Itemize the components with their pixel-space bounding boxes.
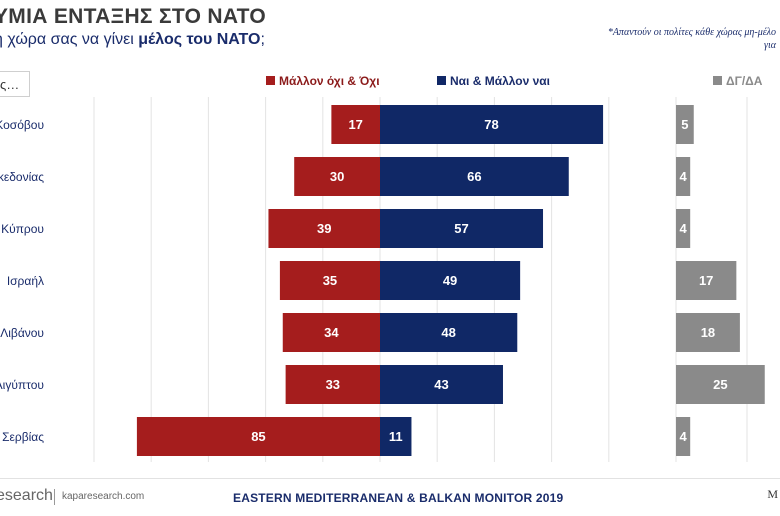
bar-negative-label: 30 xyxy=(330,169,344,184)
bar-positive-label: 57 xyxy=(454,221,468,236)
bar-negative xyxy=(279,261,380,300)
bar-negative-label: 35 xyxy=(323,273,337,288)
bar-dont-know-label: 18 xyxy=(701,325,715,340)
country-label-box: ς… xyxy=(0,71,30,97)
bar-negative xyxy=(294,157,380,196)
bar-dont-know-label: 17 xyxy=(699,273,713,288)
bar-positive-label: 49 xyxy=(443,273,457,288)
category-label: Κοσόβου xyxy=(0,118,44,132)
bar-positive xyxy=(380,313,518,352)
bar-positive xyxy=(380,105,604,144)
footer-right-mark: M xyxy=(767,487,778,501)
bar-positive xyxy=(380,261,521,300)
respondent-note: *Απαντούν οι πολίτες κάθε χώρας μη-μέλο … xyxy=(608,26,776,52)
bar-dont-know xyxy=(676,313,740,352)
bar-positive xyxy=(380,365,503,404)
note-line-1: *Απαντούν οι πολίτες κάθε χώρας μη-μέλο xyxy=(607,27,776,38)
legend-positive-swatch xyxy=(437,76,446,85)
diverging-bar-chart: 17 78 5 30 66 4 39 57 4 35 49 17 34 48 18 33 43 25 85 11 4 Κ… xyxy=(0,97,765,462)
legend-dk-label: ΔΓ/ΔΑ xyxy=(726,74,763,88)
category-label: Αιγύπτου xyxy=(0,378,44,392)
legend-negative-swatch xyxy=(266,76,275,85)
bar-positive xyxy=(380,157,569,196)
note-line-2: για xyxy=(764,40,776,51)
bar-dont-know-label: 4 xyxy=(679,169,687,184)
bar-dont-know xyxy=(676,417,691,456)
subtitle-text: η χώρα σας να γίνει xyxy=(0,31,139,48)
bar-negative xyxy=(268,209,380,248)
bar-positive-label: 78 xyxy=(484,117,498,132)
subtitle-end: ; xyxy=(260,31,265,48)
legend-positive-label: Ναι & Μάλλον ναι xyxy=(450,74,551,88)
legend-positive: Ναι & Μάλλον ναι xyxy=(437,74,550,88)
bar-dont-know-label: 4 xyxy=(679,429,687,444)
bar-negative-label: 39 xyxy=(317,221,331,236)
footer-brand: esearch xyxy=(0,487,53,504)
bar-dont-know-label: 25 xyxy=(713,377,727,392)
subtitle-emphasis: μέλος του ΝΑΤΟ xyxy=(138,31,261,48)
legend-dont-know: ΔΓ/ΔΑ xyxy=(713,74,762,88)
bar-negative xyxy=(282,313,380,352)
bar-positive xyxy=(380,417,412,456)
bar-negative-label: 34 xyxy=(324,325,339,340)
bar-negative xyxy=(136,417,380,456)
bar-dont-know xyxy=(676,365,765,404)
bar-positive-label: 11 xyxy=(389,429,403,444)
legend-dk-swatch xyxy=(713,76,722,85)
category-label: Λιβάνου xyxy=(0,326,44,340)
bar-negative-label: 17 xyxy=(348,117,362,132)
bar-negative xyxy=(331,105,380,144)
bar-dont-know xyxy=(676,157,691,196)
footer-separator xyxy=(54,489,55,505)
bar-positive-label: 66 xyxy=(467,169,481,184)
category-label: Σερβίας xyxy=(2,430,44,444)
footer-divider xyxy=(0,478,780,479)
bar-dont-know xyxy=(676,209,691,248)
legend-negative-label: Μάλλον όχι & Όχι xyxy=(279,74,380,88)
bar-negative-label: 85 xyxy=(251,429,265,444)
bar-dont-know xyxy=(676,261,737,300)
bar-positive xyxy=(380,209,544,248)
bar-positive-label: 43 xyxy=(434,377,448,392)
page-title: ΥΜΙΑ ΕΝΤΑΞΗΣ ΣΤΟ ΝΑΤΟ xyxy=(0,5,266,28)
bar-dont-know-label: 5 xyxy=(681,117,688,132)
category-label: Ισραήλ xyxy=(7,274,44,288)
footer-survey-name: EASTERN MEDITERRANEAN & BALKAN MONITOR 2… xyxy=(233,491,564,505)
page-subtitle: η χώρα σας να γίνει μέλος του ΝΑΤΟ; xyxy=(0,31,265,49)
bars: 17 78 5 30 66 4 39 57 4 35 49 17 34 48 18 33 43 25 85 11 4 xyxy=(136,105,765,456)
bar-negative xyxy=(285,365,380,404)
bar-negative-label: 33 xyxy=(326,377,340,392)
category-label: Κύπρου xyxy=(1,222,44,236)
footer-url: kaparesearch.com xyxy=(62,491,145,502)
bar-positive-label: 48 xyxy=(441,325,455,340)
category-labels: Κοσόβου ακεδονίας Κύπρου Ισραήλ Λιβάνου Αιγύπ… xyxy=(0,118,44,444)
legend-negative: Μάλλον όχι & Όχι xyxy=(266,74,380,88)
bar-dont-know xyxy=(676,105,694,144)
bar-dont-know-label: 4 xyxy=(679,221,687,236)
category-label: ακεδονίας xyxy=(0,170,44,184)
